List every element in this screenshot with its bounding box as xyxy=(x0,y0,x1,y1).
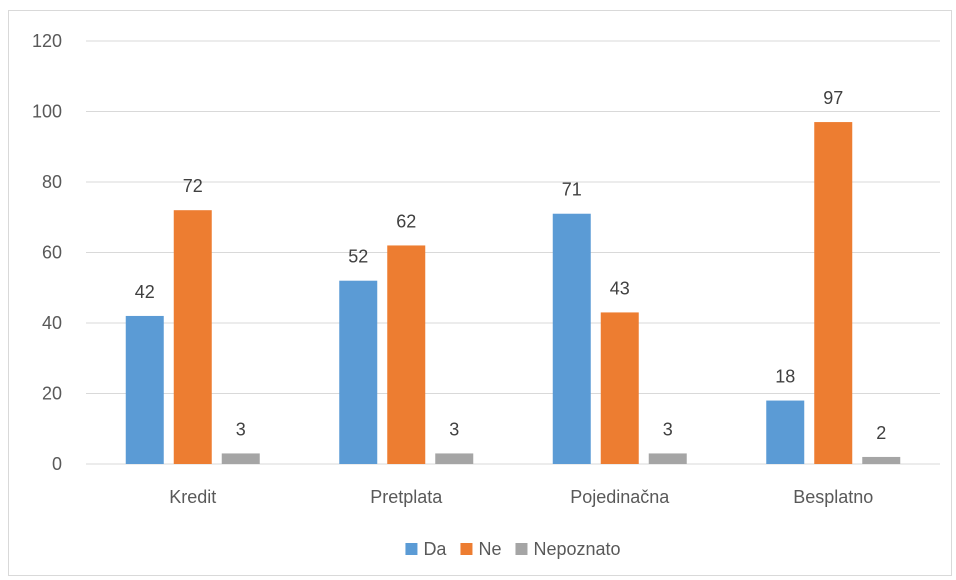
y-tick-label: 60 xyxy=(42,243,62,263)
bar-nepoznato-1 xyxy=(435,453,474,464)
legend-swatch-ne xyxy=(460,543,473,555)
data-label: 43 xyxy=(610,278,630,298)
legend-swatch-da xyxy=(405,543,418,555)
bar-da-0 xyxy=(125,315,164,464)
bar-nepoznato-2 xyxy=(648,453,687,464)
chart-frame xyxy=(8,10,952,576)
data-label: 18 xyxy=(775,367,795,387)
x-tick-label: Kredit xyxy=(169,487,216,507)
x-tick-label: Besplatno xyxy=(793,487,873,507)
bar-ne-1 xyxy=(387,245,426,464)
y-tick-label: 80 xyxy=(42,172,62,192)
bar-ne-3 xyxy=(814,122,853,464)
data-label: 3 xyxy=(236,419,246,439)
x-tick-label: Pojedinačna xyxy=(570,487,670,507)
bar-nepoznato-3 xyxy=(862,456,901,464)
data-label: 52 xyxy=(348,247,368,267)
data-label: 3 xyxy=(663,419,673,439)
data-label: 62 xyxy=(396,211,416,231)
y-axis-ticks: 0 20 40 60 80 100 120 xyxy=(32,31,62,474)
data-labels: 42 72 3 52 62 3 71 43 3 18 97 2 xyxy=(135,88,887,443)
bar-da-2 xyxy=(552,213,591,464)
data-label: 2 xyxy=(876,423,886,443)
legend-swatch-nepoznato xyxy=(515,543,528,555)
bar-da-3 xyxy=(766,400,805,464)
legend-label: Da xyxy=(423,539,447,559)
bar-da-1 xyxy=(339,280,378,464)
data-label: 42 xyxy=(135,282,155,302)
x-tick-label: Pretplata xyxy=(370,487,443,507)
legend-label: Nepoznato xyxy=(533,539,620,559)
data-label: 97 xyxy=(823,88,843,108)
data-label: 71 xyxy=(562,180,582,200)
gridlines xyxy=(86,40,940,465)
bar-ne-2 xyxy=(600,312,639,464)
data-label: 3 xyxy=(449,419,459,439)
legend: Da Ne Nepoznato xyxy=(405,539,621,559)
y-tick-label: 40 xyxy=(42,313,62,333)
legend-label: Ne xyxy=(478,539,501,559)
y-tick-label: 0 xyxy=(52,454,62,474)
x-axis: Kredit Pretplata Pojedinačna Besplatno xyxy=(169,487,873,507)
data-label: 72 xyxy=(183,176,203,196)
bars xyxy=(125,122,901,464)
y-tick-label: 20 xyxy=(42,384,62,404)
bar-nepoznato-0 xyxy=(221,453,260,464)
y-tick-label: 120 xyxy=(32,31,62,51)
y-tick-label: 100 xyxy=(32,102,62,122)
bar-ne-0 xyxy=(173,210,212,464)
